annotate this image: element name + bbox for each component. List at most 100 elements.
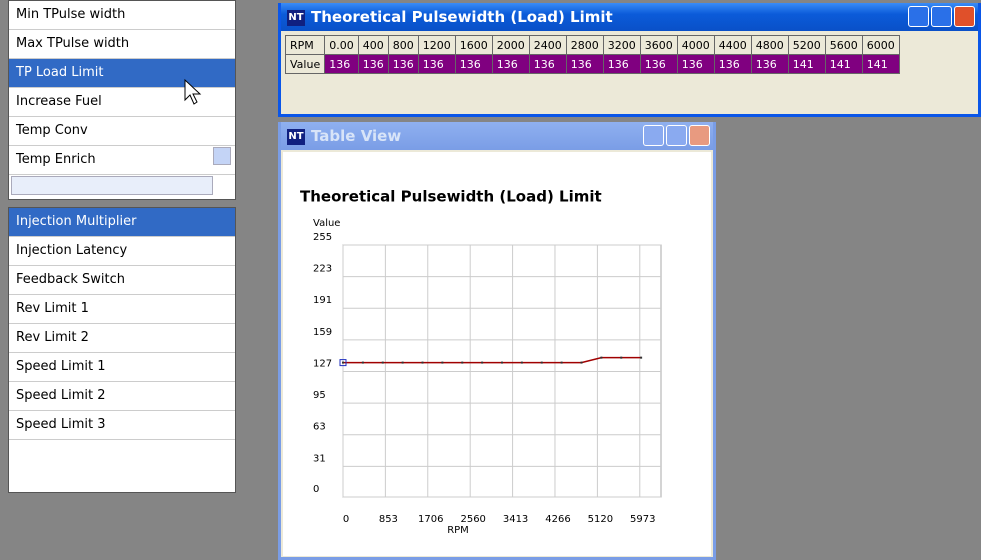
value-cell: 136 <box>387 54 419 74</box>
data-point <box>381 361 384 364</box>
x-tick-label: 0 <box>343 514 349 525</box>
header-cell: 4400 <box>713 35 752 55</box>
header-cell: 4800 <box>750 35 789 55</box>
x-tick-label: 853 <box>379 514 398 525</box>
data-table: RPM 0.00 400 800 1200 1600 2000 2400 2800 3200 360… <box>284 35 900 74</box>
list-item[interactable]: Speed Limit 3 <box>9 411 235 440</box>
y-tick-label: 255 <box>313 232 332 243</box>
chart: Theoretical Pulsewidth (Load) Limit Valu… <box>283 152 711 556</box>
maximize[interactable] <box>666 125 687 146</box>
maximize[interactable] <box>931 6 952 27</box>
list-item[interactable]: Speed Limit 2 <box>9 382 235 411</box>
window-icon: NT <box>287 128 305 145</box>
header-cell: 3600 <box>639 35 678 55</box>
list-item[interactable]: Speed Limit 1 <box>9 353 235 382</box>
y-tick-label: 95 <box>313 390 326 401</box>
data-point <box>580 361 583 364</box>
header-cell: 1600 <box>454 35 493 55</box>
data-point <box>600 356 603 359</box>
list-item[interactable]: Min TPulse width <box>9 1 235 30</box>
value-cell: 136 <box>602 54 641 74</box>
list-bottom: Injection Multiplier Injection Latency Fee… <box>8 207 236 493</box>
header-cell: 800 <box>387 35 419 55</box>
y-tick-label: 191 <box>313 295 332 306</box>
value-cell: 136 <box>454 54 493 74</box>
value-cell: 136 <box>713 54 752 74</box>
data-point <box>361 361 364 364</box>
list-item[interactable]: Injection Latency <box>9 237 235 266</box>
y-tick-label: 63 <box>313 422 326 433</box>
title-bar: NT Theoretical Pulsewidth (Load) Limit <box>281 3 978 31</box>
header-cell: 2000 <box>491 35 530 55</box>
data-point <box>421 361 424 364</box>
data-point <box>620 356 623 359</box>
list-top: Min TPulse width Max TPulse width TP Load … <box>8 0 236 200</box>
list-items: Injection Multiplier Injection Latency Fee… <box>9 208 235 440</box>
x-axis-label: RPM <box>447 525 469 536</box>
data-point <box>401 361 404 364</box>
close[interactable] <box>954 6 975 27</box>
value-cell: 136 <box>357 54 389 74</box>
y-tick-label: 0 <box>313 484 319 495</box>
data-point <box>342 361 344 364</box>
header-cell: 4000 <box>676 35 715 55</box>
data-point <box>461 361 464 364</box>
y-tick-label: 127 <box>313 358 332 369</box>
header-cell: 2800 <box>565 35 604 55</box>
x-tick-label: 3413 <box>503 514 528 525</box>
window-icon: NT <box>287 9 305 26</box>
value-cell: 141 <box>861 54 900 74</box>
cursor <box>184 78 202 105</box>
window-title: Theoretical Pulsewidth (Load) Limit <box>311 8 613 26</box>
x-tick-label: 5120 <box>588 514 613 525</box>
window-title: Table View <box>311 127 402 145</box>
list-item[interactable]: Injection Multiplier <box>9 208 235 237</box>
list-items: Min TPulse width Max TPulse width TP Load … <box>9 1 235 175</box>
y-tick-label: 223 <box>313 264 332 275</box>
v-scroll-button[interactable] <box>213 147 231 165</box>
value-cell: 136 <box>491 54 530 74</box>
x-tick-label: 4266 <box>545 514 570 525</box>
header-cell: 0.00 <box>324 35 359 55</box>
data-point <box>441 361 444 364</box>
list-item[interactable]: Feedback Switch <box>9 266 235 295</box>
value-cell: 136 <box>417 54 456 74</box>
list-item[interactable]: Rev Limit 2 <box>9 324 235 353</box>
value-cell: 141 <box>824 54 863 74</box>
chart-title: Theoretical Pulsewidth (Load) Limit <box>300 188 602 206</box>
data-point <box>640 356 643 359</box>
data-point <box>501 361 503 364</box>
header-cell: 1200 <box>417 35 456 55</box>
data-line <box>343 356 642 364</box>
data-point <box>481 361 484 364</box>
header-cell: 6000 <box>861 35 900 55</box>
list-item[interactable]: Temp Enrich <box>9 146 235 175</box>
y-axis-label: Value <box>313 218 340 229</box>
header-cell: 5600 <box>824 35 863 55</box>
y-tick-label: 31 <box>313 453 326 464</box>
minimize[interactable] <box>908 6 929 27</box>
value-cell: 136 <box>750 54 789 74</box>
list-item[interactable]: Temp Conv <box>9 117 235 146</box>
x-tick-label: 2560 <box>460 514 485 525</box>
header-cell: 400 <box>357 35 389 55</box>
list-item[interactable]: Increase Fuel <box>9 88 235 117</box>
chart-window: NT Table View Theoretical Pulsewidth (Loa… <box>278 122 716 560</box>
close[interactable] <box>689 125 710 146</box>
x-tick-label: 5973 <box>630 514 655 525</box>
header-cell: 2400 <box>528 35 567 55</box>
value-cell: 136 <box>676 54 715 74</box>
header-label: RPM <box>284 35 326 55</box>
header-cell: 5200 <box>787 35 826 55</box>
list-item[interactable]: Rev Limit 1 <box>9 295 235 324</box>
minimize[interactable] <box>643 125 664 146</box>
value-cell: 136 <box>324 54 359 74</box>
title-bar: NT Table View <box>281 122 713 150</box>
table-window: NT Theoretical Pulsewidth (Load) Limit RP… <box>278 3 981 117</box>
h-scrollbar <box>11 176 213 195</box>
row-label: Value <box>284 54 326 74</box>
list-item[interactable]: TP Load Limit <box>9 59 235 88</box>
list-item[interactable]: Max TPulse width <box>9 30 235 59</box>
x-tick-label: 1706 <box>418 514 443 525</box>
